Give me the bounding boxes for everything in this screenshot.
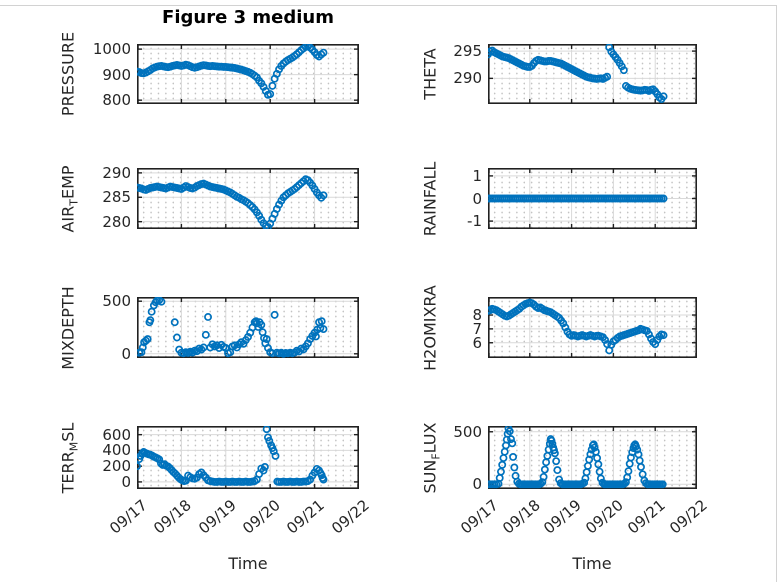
y-tick-label: 295 [453,42,482,61]
subplot-pressure [137,44,359,104]
y-tick-label: 500 [453,422,482,441]
terr-msl-markers [137,426,328,486]
y-tick-label: 900 [102,65,131,84]
x-tick-label: 09/21 [283,496,329,538]
x-tick-label: 09/21 [624,496,669,538]
sun-flux-markers [488,426,667,489]
theta-plot-area [488,44,697,104]
x-axis-label-left: Time [228,554,268,573]
theta-markers [488,44,668,104]
x-tick-label: 09/22 [665,496,711,538]
y-tick-label: 280 [102,212,131,231]
y-tick-label: 500 [102,292,131,311]
mixdepth-markers [137,297,328,358]
y-tick-label: -1 [467,212,482,231]
subplot-rainfall [488,168,697,229]
y-tick-label: 7 [472,319,482,338]
terr-msl-plot-area [137,426,359,489]
x-tick-label: 09/18 [150,496,195,538]
x-tick-label: 09/20 [239,496,284,538]
y-axis-label-text: EMP [58,164,78,199]
y-tick-label: 400 [102,441,131,460]
x-axis-label-right: Time [572,554,612,573]
y-tick-label: 200 [102,457,131,476]
h2omixra-plot-area [488,297,697,358]
y-tick-label: 290 [453,69,482,88]
y-tick-label: 1000 [92,40,131,59]
subplot-mixdepth [137,297,359,358]
y-axis-label-subscript: F [429,452,443,460]
y-axis-label-text: TERR [58,450,78,493]
pressure-plot-area [137,44,359,104]
subplot-theta [488,44,697,104]
subplot-sun-flux [488,426,697,489]
y-axis-label-rainfall: RAINFALL [421,161,440,236]
y-tick-label: 600 [102,425,131,444]
y-axis-label-mixdepth: MIXDEPTH [59,286,78,369]
y-tick-label: 6 [472,333,482,352]
air-temp-plot-area [137,168,359,229]
y-axis-label-text: THETA [420,48,440,100]
rainfall-plot-area [488,168,697,229]
subplot-terr-msl [137,426,359,489]
y-axis-label-text: LUX [420,422,440,453]
y-axis-label-text: MIXDEPTH [58,285,78,370]
y-axis-label-text: RAINFALL [420,161,440,236]
y-axis-label-terr-msl: TERRMSL [58,422,81,493]
y-axis-label-theta: THETA [421,48,440,99]
y-tick-label: 0 [472,475,482,494]
y-tick-label: 800 [102,91,131,110]
y-tick-label: 290 [102,163,131,182]
x-tick-label: 09/17 [456,496,502,538]
pressure-markers [137,44,328,99]
y-axis-label-text: PRESSURE [58,31,78,117]
rainfall-markers [488,194,668,203]
mixdepth-plot-area [137,297,359,358]
y-tick-label: 0 [472,189,482,208]
x-tick-label: 09/20 [582,496,627,538]
y-axis-label-pressure: PRESSURE [59,32,78,116]
y-axis-label-subscript: M [67,441,81,451]
x-tick-label: 09/19 [194,496,240,538]
x-tick-label: 09/18 [498,496,544,538]
y-tick-label: 0 [121,472,131,491]
x-tick-label: 09/22 [327,496,373,538]
y-tick-label: 8 [472,306,482,325]
sun-flux-plot-area [488,426,697,489]
figure-title: Figure 3 medium [162,7,334,28]
y-axis-label-text: SL [58,422,78,442]
y-axis-label-sun-flux: SUNFLUX [420,422,443,493]
y-axis-label-text: SUN [420,459,440,493]
x-tick-label: 09/19 [540,496,586,538]
y-axis-label-subscript: T [67,198,81,206]
subplot-air-temp [137,168,359,229]
y-tick-label: 0 [121,344,131,363]
y-tick-label: 1 [472,166,482,185]
y-axis-label-h2omixra: H2OMIXRA [421,285,440,371]
h2omixra-markers [488,298,668,355]
subplot-h2omixra [488,297,697,358]
y-axis-label-air-temp: AIRTEMP [58,164,81,233]
y-tick-label: 285 [102,188,131,207]
y-axis-label-text: AIR [58,205,78,233]
x-tick-label: 09/17 [105,496,151,538]
y-axis-label-text: H2OMIXRA [420,284,440,371]
air-temp-markers [137,175,328,229]
